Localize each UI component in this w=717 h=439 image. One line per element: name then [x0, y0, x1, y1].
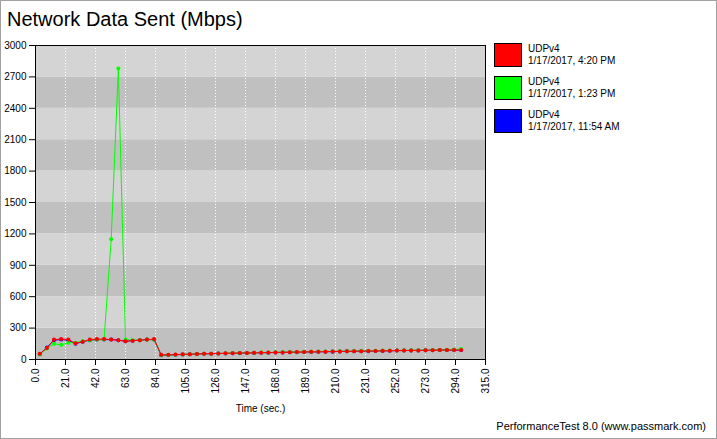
html-text:UDPv4: UDPv4 [528, 109, 560, 120]
svg-text:273.0: 273.0 [420, 368, 431, 393]
svg-text:0.0: 0.0 [30, 368, 41, 382]
svg-text:1500: 1500 [4, 197, 27, 208]
html-text:Network Data Sent (Mbps): Network Data Sent (Mbps) [7, 8, 243, 30]
svg-text:2400: 2400 [4, 103, 27, 114]
svg-text:1200: 1200 [4, 228, 27, 239]
svg-text:294.0: 294.0 [450, 368, 461, 393]
svg-text:252.0: 252.0 [390, 368, 401, 393]
svg-text:21.0: 21.0 [60, 368, 71, 388]
svg-text:3000: 3000 [4, 40, 27, 51]
svg-text:300: 300 [10, 322, 27, 333]
html-text:UDPv4: UDPv4 [528, 76, 560, 87]
svg-text:Time (sec.): Time (sec.) [236, 403, 286, 414]
html-text:1/17/2017, 4:20 PM: 1/17/2017, 4:20 PM [528, 55, 616, 66]
svg-text:2700: 2700 [4, 71, 27, 82]
html-text:1/17/2017, 11:54 AM: 1/17/2017, 11:54 AM [528, 121, 620, 132]
svg-text:126.0: 126.0 [210, 368, 221, 393]
svg-text:63.0: 63.0 [120, 368, 131, 388]
svg-text:600: 600 [10, 291, 27, 302]
svg-text:0: 0 [21, 354, 27, 365]
html-text:UDPv4: UDPv4 [528, 43, 560, 54]
svg-text:84.0: 84.0 [150, 368, 161, 388]
svg-text:2100: 2100 [4, 134, 27, 145]
svg-text:105.0: 105.0 [180, 368, 191, 393]
html-text:PerformanceTest 8.0 (www.passm: PerformanceTest 8.0 (www.passmark.com) [496, 420, 706, 432]
svg-text:189.0: 189.0 [300, 368, 311, 393]
svg-text:231.0: 231.0 [360, 368, 371, 393]
svg-text:1800: 1800 [4, 165, 27, 176]
svg-text:315.0: 315.0 [480, 368, 491, 393]
svg-text:147.0: 147.0 [240, 368, 251, 393]
svg-text:42.0: 42.0 [90, 368, 101, 388]
svg-text:900: 900 [10, 260, 27, 271]
svg-text:210.0: 210.0 [330, 368, 341, 393]
html-text:1/17/2017, 1:23 PM: 1/17/2017, 1:23 PM [528, 88, 616, 99]
svg-text:168.0: 168.0 [270, 368, 281, 393]
